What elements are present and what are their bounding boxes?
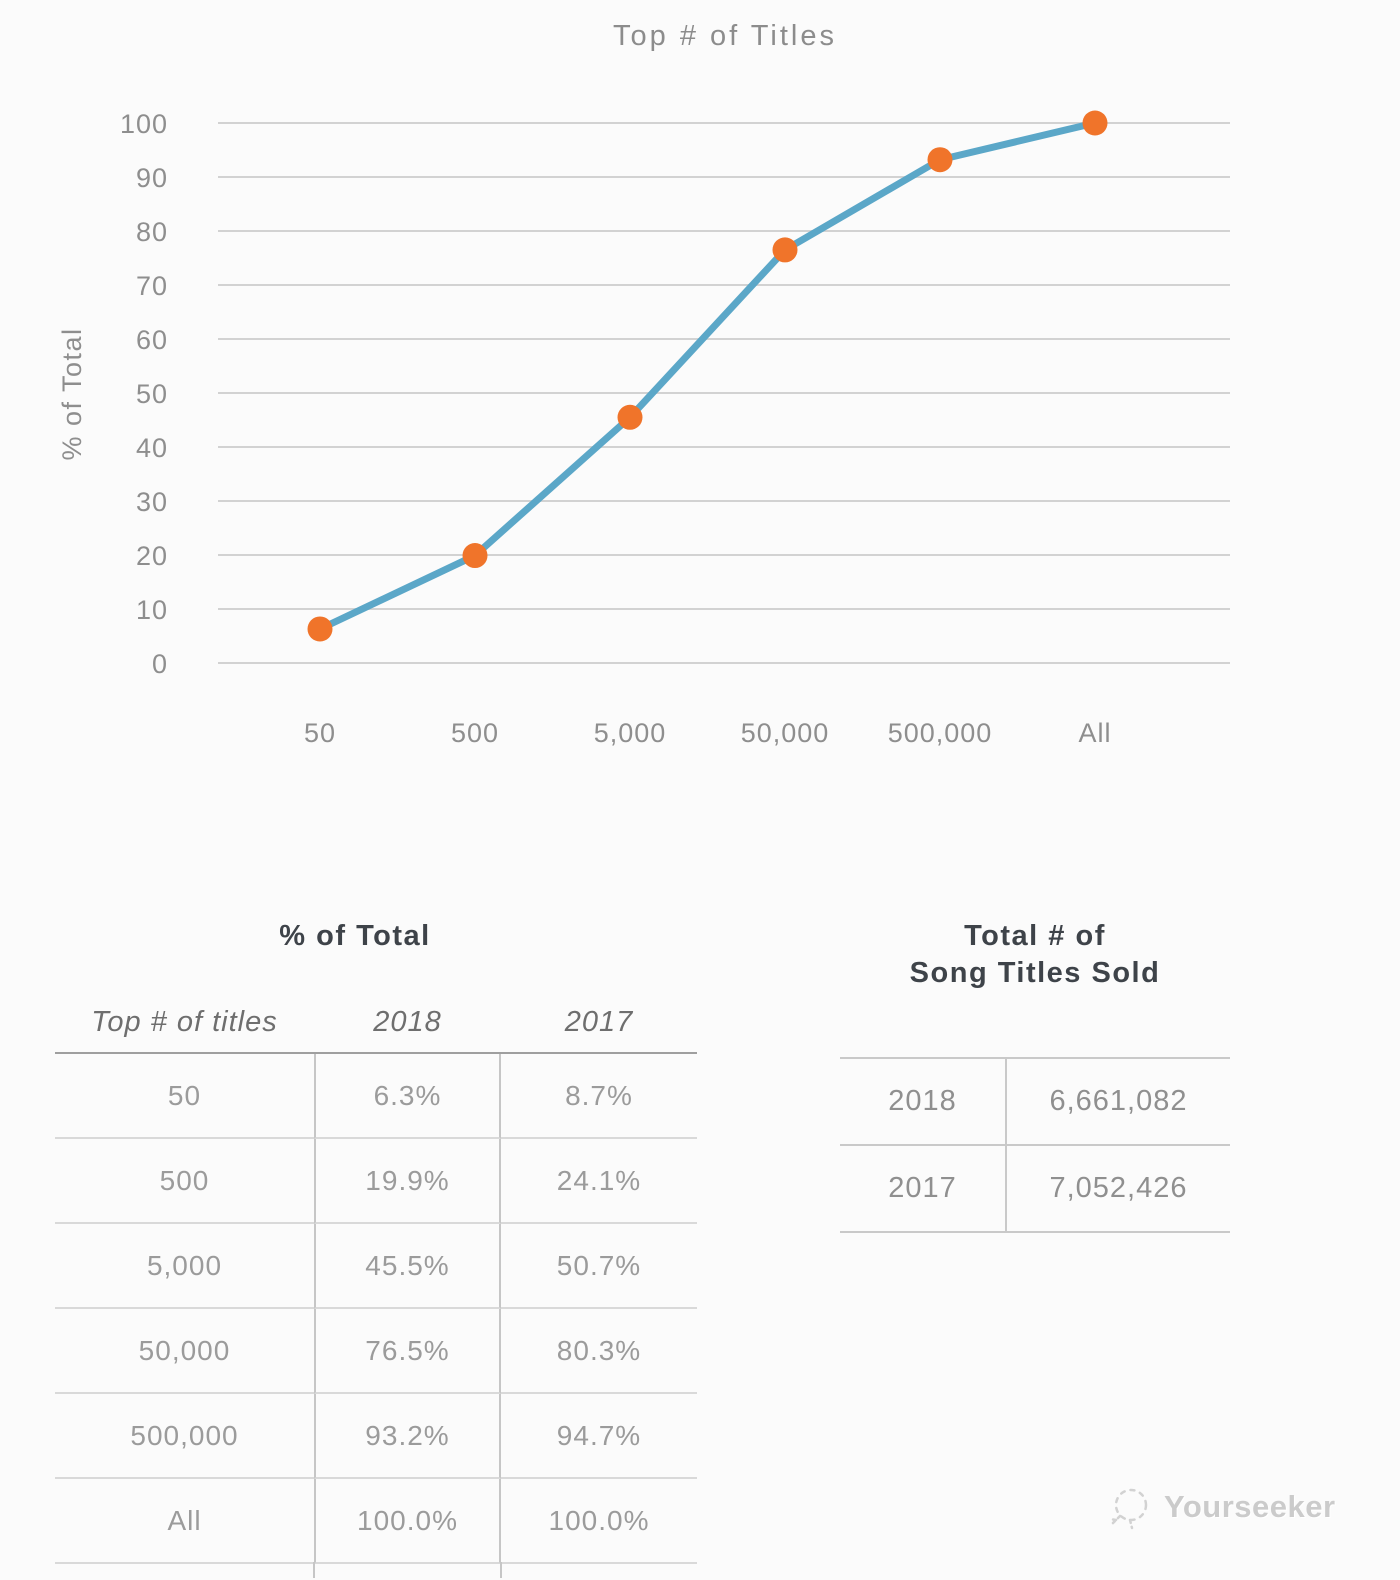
table-cell: 500 [55, 1139, 314, 1224]
percent-table-header: Top # of titles 2018 2017 [55, 994, 697, 1050]
table-cell: 2017 [840, 1146, 1007, 1233]
table-cell: 80.3% [501, 1309, 697, 1394]
y-tick-label: 40 [136, 433, 168, 463]
y-tick-label: 10 [136, 595, 168, 625]
x-tick-label: 50,000 [741, 718, 830, 748]
chart-title: Top # of Titles [613, 20, 837, 52]
data-point [307, 616, 333, 642]
y-tick-label: 20 [136, 541, 168, 571]
series-line-2018 [316, 119, 1099, 633]
column-header-2017: 2017 [564, 1005, 634, 1038]
y-tick-label: 60 [136, 325, 168, 355]
line-chart: 0 10 20 30 40 50 60 70 80 90 100 50 500 5,000 50,000 50… [120, 109, 1230, 748]
table-cell: 50 [55, 1054, 314, 1139]
totals-table-title-line2: Song Titles Sold [909, 957, 1161, 989]
y-tick-label: 80 [136, 217, 168, 247]
table-cell: 24.1% [501, 1139, 697, 1224]
x-tick-label: 5,000 [594, 718, 667, 748]
column-header-2018: 2018 [373, 1005, 442, 1038]
table-cell: 50.7% [501, 1224, 697, 1309]
data-point [462, 543, 488, 569]
table-cell: 5,000 [55, 1224, 314, 1309]
table-cell: 8.7% [501, 1054, 697, 1139]
watermark: Yourseeker [1106, 1482, 1336, 1532]
column-divider [500, 1562, 502, 1578]
table-cell: 6,661,082 [1007, 1059, 1230, 1146]
data-point [772, 237, 798, 263]
totals-table: 2018 6,661,082 2017 7,052,426 [840, 1057, 1230, 1233]
yourseeker-logo-icon [1108, 1488, 1148, 1530]
totals-table-title: Total # of Song Titles Sold [840, 918, 1230, 992]
table-cell: 6.3% [314, 1054, 501, 1139]
y-tick-label: 70 [136, 271, 168, 301]
table-cell: 100.0% [314, 1479, 501, 1564]
table-cell: 76.5% [314, 1309, 501, 1394]
data-point [1082, 110, 1108, 136]
x-tick-label: All [1078, 718, 1111, 748]
totals-table-title-line1: Total # of [964, 920, 1106, 952]
table-cell: 500,000 [55, 1394, 314, 1479]
column-header-top-titles: Top # of titles [91, 1005, 278, 1038]
table-cell: 93.2% [314, 1394, 501, 1479]
table-cell: All [55, 1479, 314, 1564]
y-tick-label: 50 [136, 379, 168, 409]
percent-table: 50 6.3% 8.7% 500 19.9% 24.1% 5,000 45.5%… [55, 1052, 697, 1564]
percent-table-title: % of Total [279, 920, 431, 952]
data-point [927, 147, 953, 173]
x-tick-label: 50 [304, 718, 336, 748]
x-tick-label: 500,000 [888, 718, 993, 748]
column-divider [313, 1562, 315, 1578]
table-cell: 2018 [840, 1059, 1007, 1146]
y-tick-label: 100 [120, 109, 168, 139]
table-cell: 7,052,426 [1007, 1146, 1230, 1233]
y-tick-label: 30 [136, 487, 168, 517]
table-cell: 94.7% [501, 1394, 697, 1479]
table-cell: 50,000 [55, 1309, 314, 1394]
table-cell: 19.9% [314, 1139, 501, 1224]
watermark-text: Yourseeker [1164, 1489, 1336, 1524]
y-tick-label: 90 [136, 163, 168, 193]
table-cell: 100.0% [501, 1479, 697, 1564]
data-point [617, 404, 643, 430]
table-cell: 45.5% [314, 1224, 501, 1309]
x-tick-label: 500 [451, 718, 499, 748]
y-tick-label: 0 [152, 649, 168, 679]
